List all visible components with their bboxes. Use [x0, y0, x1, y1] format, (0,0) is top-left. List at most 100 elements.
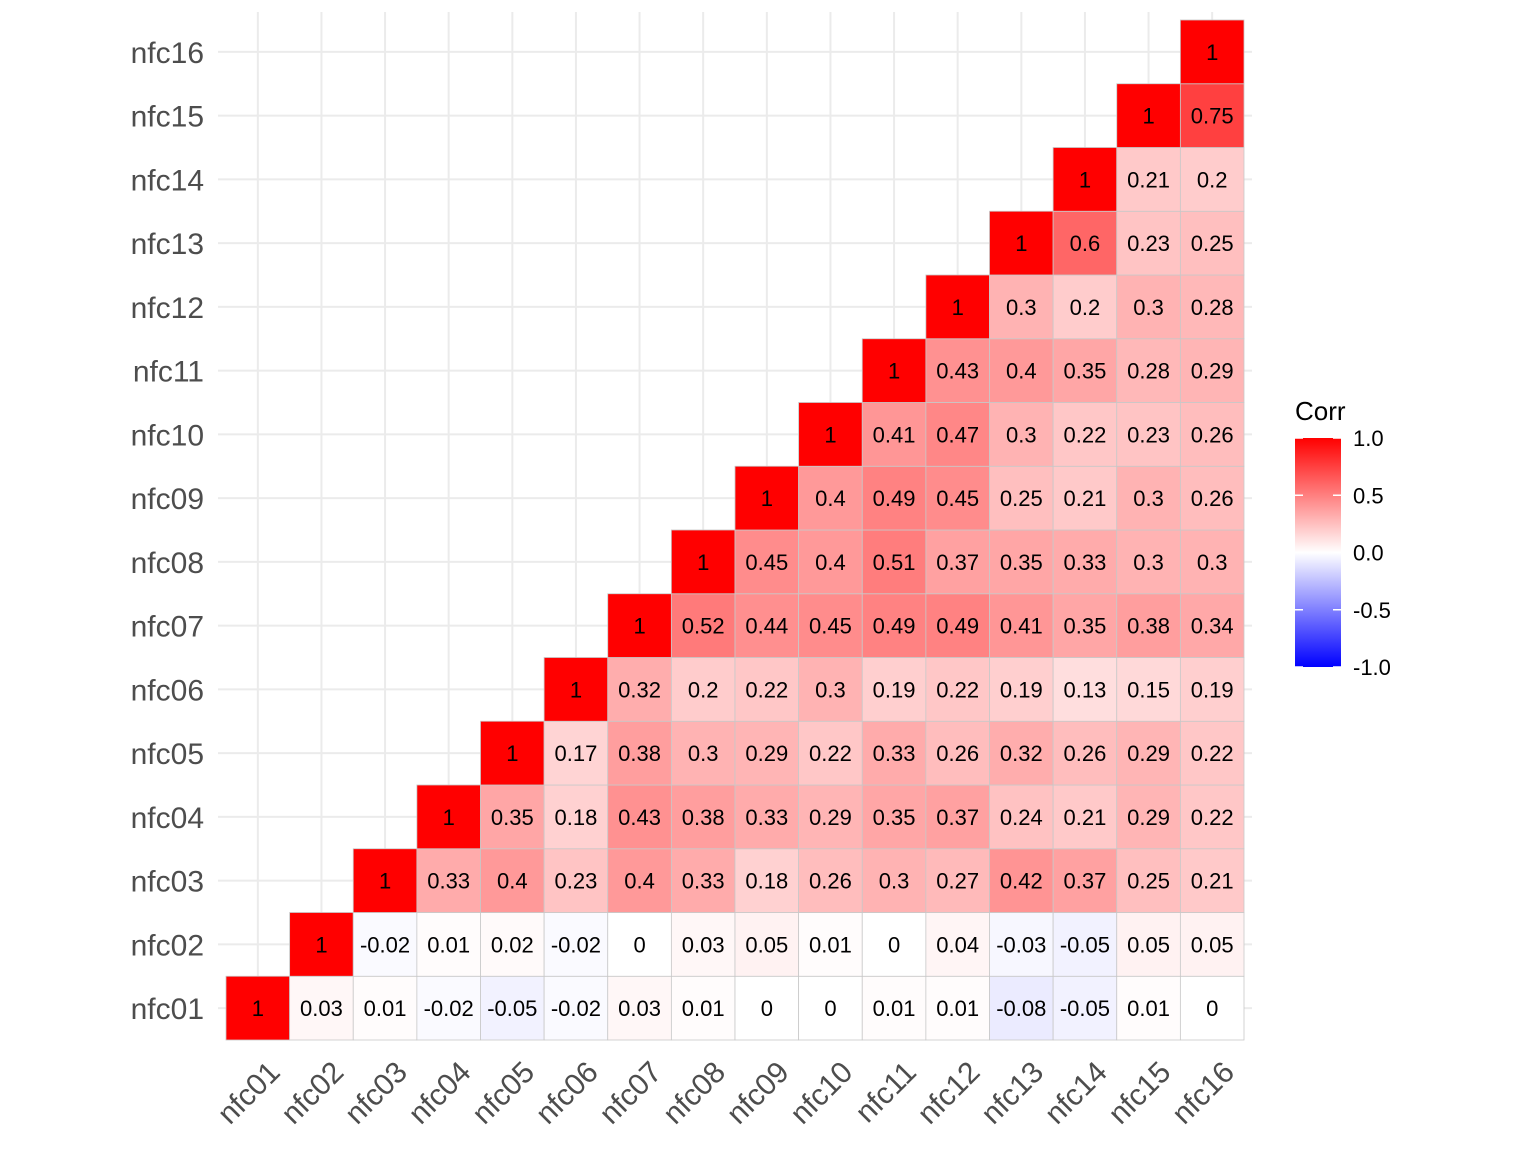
cell-value-label: 0.45	[809, 614, 852, 639]
cell-value-label: 0.21	[1064, 805, 1107, 830]
heatmap-cell	[798, 465, 863, 531]
cell-value-label: 0.3	[1133, 550, 1164, 575]
heatmap-cell	[1179, 784, 1245, 850]
cell-value-label: 0.28	[1127, 359, 1170, 384]
heatmap-cell	[798, 402, 863, 467]
cell-value-label: 0.29	[1127, 805, 1170, 830]
legend-title: Corr	[1295, 396, 1346, 426]
heatmap-cell	[289, 912, 354, 977]
cell-value-label: 0.3	[688, 741, 719, 766]
x-axis-tick-label: nfc15	[1102, 1056, 1177, 1131]
x-axis-tick-label: nfc02	[275, 1056, 350, 1131]
cell-value-label: -0.05	[487, 996, 537, 1021]
cell-value-label: 0.21	[1127, 167, 1170, 192]
cell-value-label: -0.03	[996, 932, 1046, 957]
cell-value-label: 0.02	[491, 932, 534, 957]
cell-value-label: 0.24	[1000, 805, 1043, 830]
cell-value-label: 1	[952, 295, 964, 320]
heatmap-cell	[925, 402, 990, 467]
cell-labels: 1 0.03 0.01 -0.02 -0.05 -0.02 0.03 0.01 0 0 0.01 0.…	[252, 40, 1234, 1021]
cell-value-label: 0.35	[1064, 614, 1107, 639]
heatmap-cell	[798, 657, 863, 722]
heatmap-cell	[989, 593, 1054, 658]
heatmap-cell	[1116, 848, 1181, 913]
y-axis-tick-label: nfc11	[133, 356, 204, 389]
heatmap-cell	[1116, 338, 1181, 403]
cell-value-label: 0.37	[936, 550, 979, 575]
cell-value-label: 0.52	[682, 614, 725, 639]
cell-value-label: 1	[824, 422, 836, 447]
heatmap-cell	[1179, 274, 1245, 340]
cell-value-label: 0.43	[936, 359, 979, 384]
cell-value-label: 0.23	[1127, 422, 1170, 447]
cell-value-label: 0.38	[1127, 614, 1170, 639]
heatmap-cell	[734, 465, 800, 531]
heatmap-cell	[352, 848, 418, 913]
x-axis-tick-labels: nfc01nfc02nfc03nfc04nfc05nfc06nfc07nfc08…	[211, 1056, 1241, 1131]
cell-value-label: 1	[761, 486, 773, 511]
heatmap-cell	[989, 402, 1054, 467]
heatmap-cell	[1179, 529, 1245, 595]
heatmap-cell	[1179, 465, 1245, 531]
heatmap-cell	[670, 529, 736, 595]
cell-value-label: -0.08	[996, 996, 1046, 1021]
heatmap-cell	[734, 784, 800, 850]
cell-value-label: 1	[315, 932, 327, 957]
cell-value-label: 1	[379, 869, 391, 894]
heatmap-cell	[289, 975, 354, 1041]
cell-value-label: 0.35	[1000, 550, 1043, 575]
cell-value-label: 0.01	[682, 996, 725, 1021]
cell-value-label: 0.03	[618, 996, 661, 1021]
cell-value-label: 0.01	[936, 996, 979, 1021]
cell-value-label: 0.45	[745, 550, 788, 575]
y-axis-tick-label: nfc09	[131, 483, 204, 516]
cell-value-label: 1	[1015, 231, 1027, 256]
heatmap-cell	[1052, 784, 1118, 850]
cell-value-label: 0.18	[555, 805, 598, 830]
heatmap-cell	[861, 912, 927, 977]
heatmap-cell	[1052, 912, 1118, 977]
heatmap-cell	[1179, 720, 1245, 786]
heatmap-cell	[1179, 83, 1245, 148]
cell-value-label: 0.01	[873, 996, 916, 1021]
legend-tick-label: 0.0	[1353, 541, 1384, 566]
cell-value-label: 0.4	[815, 486, 846, 511]
heatmap-cell	[1179, 975, 1245, 1041]
cell-value-label: 0.44	[745, 614, 788, 639]
cell-value-label: 0.33	[427, 869, 470, 894]
cell-value-label: 0.32	[1000, 741, 1043, 766]
x-axis-tick-label: nfc05	[466, 1056, 541, 1131]
cell-value-label: 0.2	[1197, 167, 1228, 192]
cell-value-label: 0.45	[936, 486, 979, 511]
cell-value-label: 0.22	[745, 677, 788, 702]
cell-value-label: 0.38	[682, 805, 725, 830]
cell-value-label: 0.26	[936, 741, 979, 766]
heatmap-cell	[1179, 338, 1245, 403]
heatmap-cell	[798, 848, 863, 913]
cell-value-label: 0	[1206, 996, 1218, 1021]
cell-value-label: 0.01	[427, 932, 470, 957]
heatmap-cell	[543, 657, 609, 722]
heatmap-cell	[1116, 975, 1181, 1041]
cell-value-label: 0.25	[1000, 486, 1043, 511]
cell-value-label: 0.22	[1191, 805, 1234, 830]
cell-value-label: -0.05	[1060, 996, 1110, 1021]
cell-value-label: 0.29	[745, 741, 788, 766]
x-axis-tick-label: nfc07	[593, 1056, 668, 1131]
cell-value-label: 1	[1079, 167, 1091, 192]
heatmap-cell	[1116, 784, 1181, 850]
cell-value-label: 0.34	[1191, 614, 1234, 639]
cell-value-label: 0.22	[936, 677, 979, 702]
cell-value-label: 0.33	[1064, 550, 1107, 575]
x-axis-tick-label: nfc03	[339, 1056, 414, 1131]
heatmap-cell	[543, 784, 609, 850]
heatmap-cell	[1052, 210, 1118, 276]
heatmap-cell	[734, 912, 800, 977]
cell-value-label: 0	[824, 996, 836, 1021]
cell-value-label: 1	[888, 359, 900, 384]
cell-value-label: 0.29	[1191, 359, 1234, 384]
cell-value-label: 0.41	[1000, 614, 1043, 639]
cell-value-label: 0.43	[618, 805, 661, 830]
cell-value-label: 0.26	[1064, 741, 1107, 766]
heatmap-cell	[1116, 83, 1181, 148]
